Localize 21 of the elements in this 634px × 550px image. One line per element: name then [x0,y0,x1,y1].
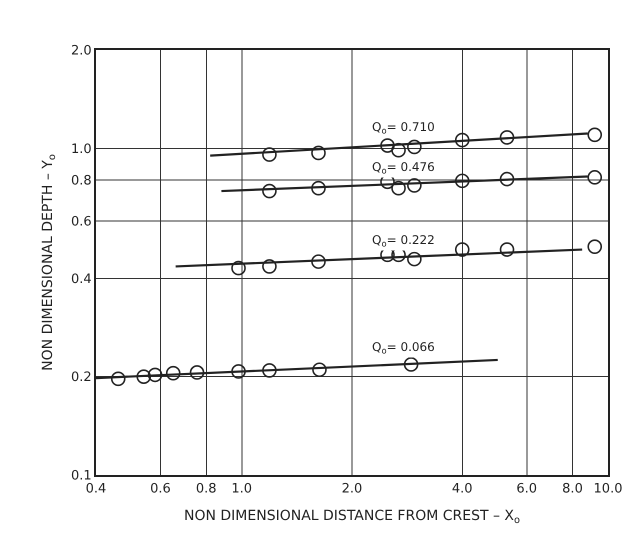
x-tick-label: 1.0 [231,481,252,496]
x-tick-label: 10.0 [594,481,622,496]
y-tick-label: 0.2 [70,370,92,386]
y-tick-label: 0.8 [70,174,92,189]
annotation: Q$_{o}$= 0.222 [372,233,435,249]
y-tick-label: 0.6 [70,214,92,230]
y-tick-label: 0.4 [70,272,92,287]
annotation: Q$_{o}$= 0.476 [372,160,435,176]
annotation: Q$_{o}$= 0.066 [372,340,435,356]
x-axis-title: NON DIMENSIONAL DISTANCE FROM CREST – X$_{o}$ [184,508,520,526]
x-tick-label: 8.0 [562,481,583,496]
x-tick-label: 4.0 [452,481,473,496]
x-tick-label: 6.0 [516,481,538,496]
y-tick-label: 0.1 [70,468,92,484]
y-tick-label: 2.0 [70,44,92,59]
y-tick-label: 1.0 [70,142,92,157]
x-tick-label: 0.4 [86,481,106,496]
x-tick-label: 2.0 [342,481,362,496]
x-tick-label: 0.8 [196,481,217,496]
x-tick-label: 0.6 [150,481,171,496]
annotation: Q$_{o}$= 0.710 [372,120,435,136]
